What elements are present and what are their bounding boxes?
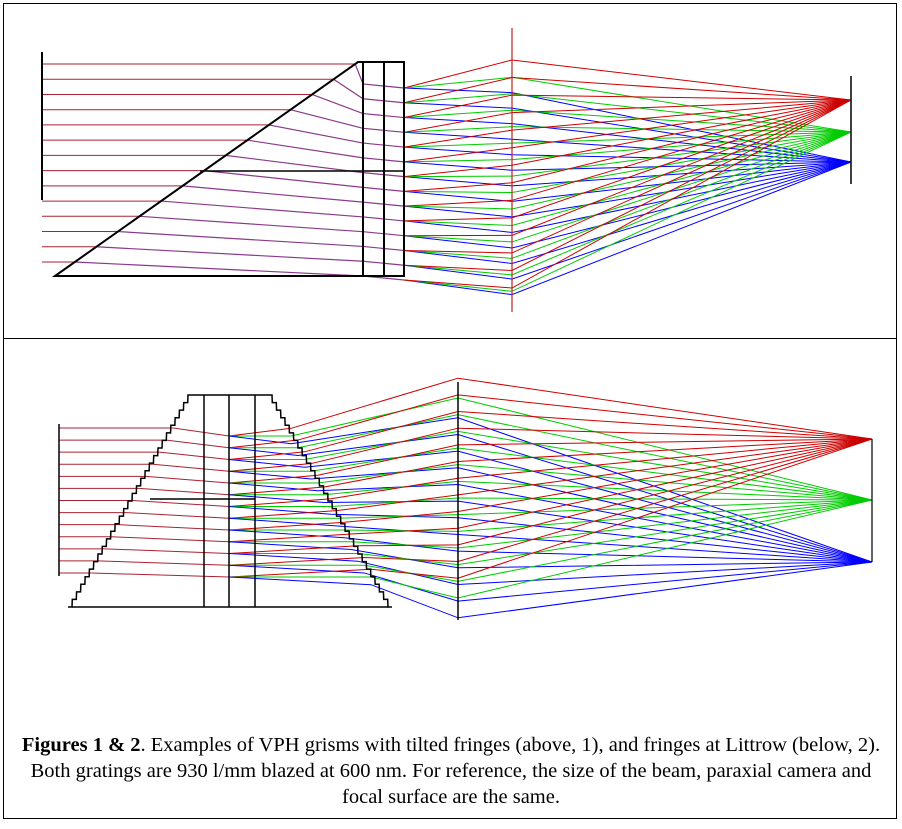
dispersed-ray-red	[228, 438, 873, 566]
dispersed-ray-blue	[228, 467, 873, 563]
prism-ray	[104, 548, 230, 554]
dispersed-ray-red	[228, 438, 873, 507]
right-prism-outline	[268, 394, 392, 608]
prism-ray	[98, 560, 230, 566]
prism-ray	[166, 439, 230, 449]
refracted-ray	[290, 109, 405, 133]
dispersed-ray-red	[228, 427, 873, 472]
dispersed-ray-red	[228, 438, 873, 496]
refracted-ray	[311, 93, 405, 119]
dispersed-ray-blue	[228, 561, 873, 619]
prism-ray	[91, 572, 230, 578]
dispersed-ray-red	[228, 438, 873, 554]
dispersed-ray-green	[403, 131, 852, 292]
dispersed-ray-red	[228, 438, 873, 579]
caption-text: . Examples of VPH grisms with tilted fri…	[30, 734, 881, 808]
prism-outline	[51, 61, 405, 277]
prism-ray	[152, 463, 230, 472]
dispersed-ray-red	[228, 438, 873, 543]
figure-2-optics	[58, 382, 873, 620]
refracted-ray	[96, 246, 405, 266]
refracted-ray	[161, 200, 405, 222]
caption-label: Figures 1 & 2	[21, 734, 141, 756]
dispersed-ray-red	[228, 377, 873, 440]
dispersed-ray-blue	[403, 161, 852, 280]
dispersed-ray-green	[229, 499, 873, 519]
figure-2-rays	[59, 377, 873, 619]
refracted-ray	[247, 139, 405, 163]
dispersed-ray-green	[229, 464, 873, 501]
dispersed-ray-green	[229, 414, 873, 501]
dispersed-ray-red	[228, 438, 873, 531]
figure-frame	[3, 3, 897, 819]
refracted-ray	[182, 185, 405, 207]
prism-ray	[145, 475, 230, 484]
dispersed-ray-red	[228, 394, 873, 449]
dispersed-ray-blue	[228, 561, 873, 602]
dispersed-ray-blue	[228, 417, 873, 563]
figure-caption: Figures 1 & 2. Examples of VPH grisms wi…	[10, 732, 892, 810]
figure-2-littrow-grism	[58, 377, 873, 620]
prism-ray	[125, 512, 230, 519]
prism-ray	[173, 427, 230, 437]
dispersed-ray-red	[228, 438, 873, 484]
dispersed-ray-green	[229, 499, 873, 532]
left-prism-outline	[68, 394, 192, 608]
dispersed-ray-green	[229, 430, 873, 501]
dispersed-ray-blue	[228, 506, 873, 563]
dispersed-ray-blue	[228, 529, 873, 563]
dispersed-ray-red	[403, 59, 852, 101]
refracted-ray	[333, 78, 405, 104]
panel-divider	[3, 338, 897, 339]
figure-1-tilted-fringe-grism	[41, 28, 852, 312]
refracted-ray	[117, 230, 405, 252]
dispersed-ray-blue	[228, 433, 873, 563]
dispersed-ray-blue	[228, 450, 873, 563]
dispersed-ray-blue	[228, 541, 873, 569]
dispersed-ray-red	[228, 411, 873, 460]
dispersed-ray-red	[228, 438, 873, 519]
figure-1-optics	[41, 28, 852, 312]
dispersed-ray-blue	[228, 482, 873, 563]
figure-1-rays	[42, 59, 852, 296]
dispersed-ray-blue	[228, 494, 873, 563]
refracted-ray	[139, 215, 405, 237]
prism-ray	[139, 487, 230, 496]
refracted-ray	[74, 261, 405, 281]
dispersed-ray-green	[229, 447, 873, 501]
dispersed-ray-red	[403, 99, 852, 178]
prism-ray	[159, 451, 230, 460]
prism-ray	[111, 536, 230, 543]
dispersed-ray-green	[229, 497, 873, 507]
refracted-ray	[225, 154, 405, 178]
dispersed-ray-green	[229, 480, 873, 501]
prism-ray	[118, 524, 230, 531]
dispersed-ray-green	[229, 397, 873, 501]
prism-ray	[132, 500, 230, 507]
dispersed-ray-green	[229, 499, 873, 599]
dispersed-ray-blue	[228, 553, 873, 585]
